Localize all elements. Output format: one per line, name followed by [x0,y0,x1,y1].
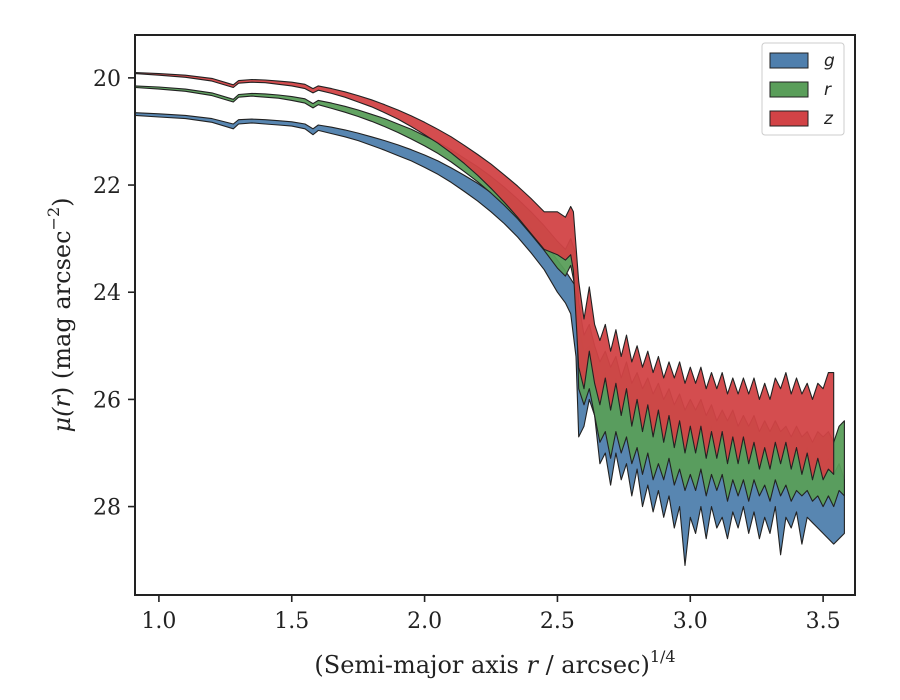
series-area-z [135,71,835,481]
series-areas [135,71,845,567]
y-tick-label: 24 [93,281,121,306]
legend-label-g: g [824,51,835,71]
x-tick-label: 1.0 [141,609,176,634]
x-tick-label: 2.5 [540,609,575,634]
legend-label-z: z [823,109,834,129]
legend-swatch-g [769,52,809,69]
legend-label-r: r [824,80,832,100]
x-axis-ticks: 1.0 1.5 2.0 2.5 3.0 3.5 [141,595,841,634]
y-tick-label: 28 [93,496,121,521]
y-tick-label: 20 [93,67,121,92]
x-tick-label: 2.0 [407,609,442,634]
legend: grz [761,42,845,136]
legend-swatch-r [769,81,809,98]
x-tick-label: 3.5 [806,609,841,634]
y-tick-label: 26 [93,388,121,413]
y-axis-ticks: 20 22 24 26 28 [93,67,135,521]
y-tick-label: 22 [93,174,121,199]
y-axis-title: μ(r) (mag arcsec−2) [44,197,76,432]
legend-swatch-z [769,110,809,127]
x-tick-label: 3.0 [673,609,708,634]
x-axis-title: (Semi-major axis r / arcsec)1/4 [314,647,675,679]
plot-frame [134,34,856,596]
x-tick-label: 1.5 [274,609,309,634]
